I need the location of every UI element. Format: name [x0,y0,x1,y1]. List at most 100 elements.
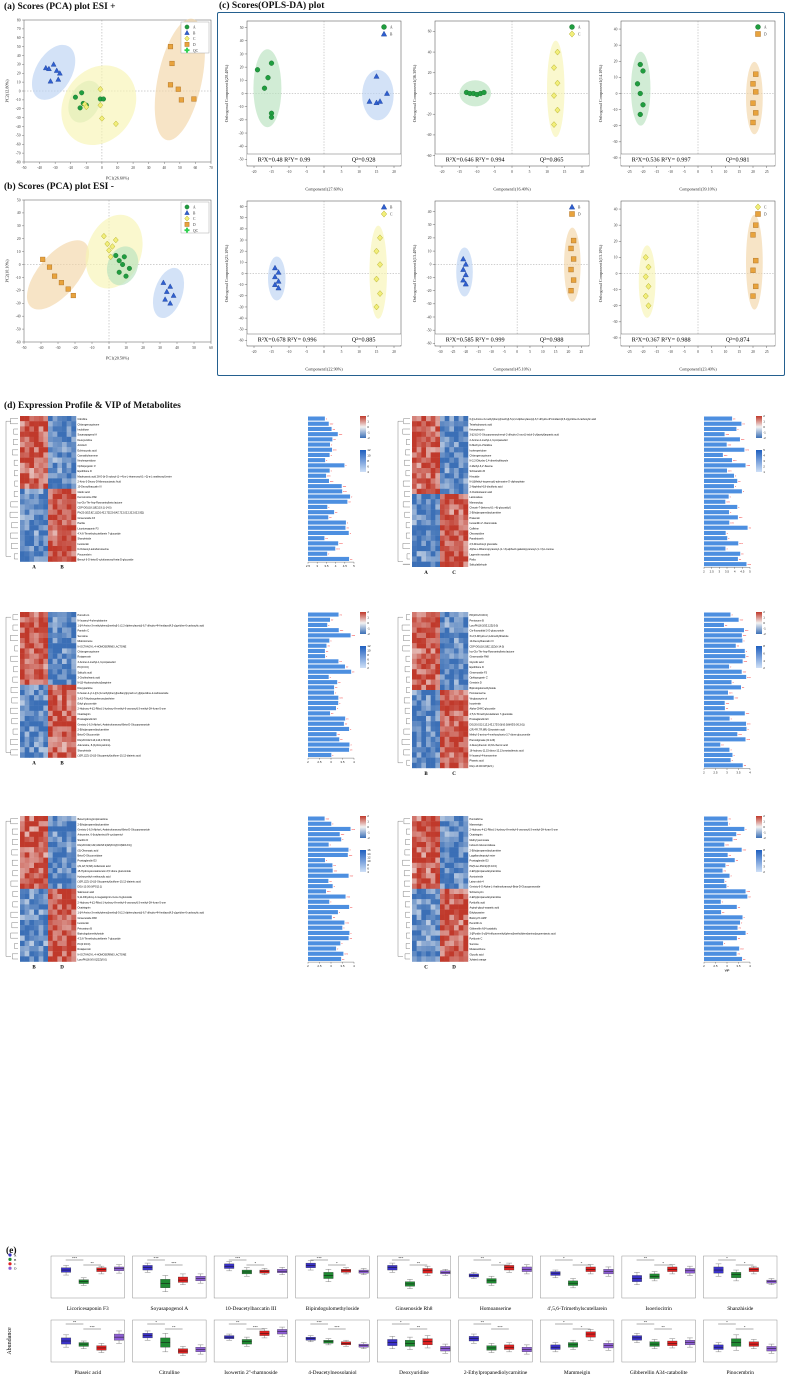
heatmap-cell [48,664,53,670]
heatmap-cell [24,684,30,691]
significance-marker: *** [349,854,353,858]
significance-label: * [563,1320,565,1324]
heatmap-cell [48,535,53,541]
vip-bar [308,504,328,509]
heatmap-cell [440,499,445,505]
heatmap-cell [412,416,417,422]
heatmap-cell [416,431,422,437]
significance-marker: ** [744,764,747,768]
heatmap-cell [43,831,49,837]
metabolite-name: Sterillin D [78,839,89,842]
heatmap-cell [57,742,63,748]
metabolite-name: Xylated orange [470,958,487,961]
heatmap-cell [66,457,72,463]
heatmap-cell [412,684,417,691]
heatmap-cell [449,836,455,843]
heatmap-cell [71,468,77,474]
metabolite-name: Gibberellin A34 catabolic [470,927,498,930]
boxplot-cell: ****** [132,1255,207,1299]
vip-bar [704,674,747,679]
heatmap-cell [38,658,44,665]
heatmap-cell [426,690,431,696]
heatmap-cell [430,457,436,463]
heatmap-cell [416,847,422,853]
cluster-ellipse [26,240,90,310]
x-tick-label: 10 [116,166,120,170]
metabolite-name: N-(((Methyl-isoprenoyl)-adenosine-5'-dip… [470,480,526,483]
heatmap-cell [48,909,53,915]
heatmap-cell [24,816,30,822]
heatmap-cell [57,951,63,957]
heatmap-cell [435,816,441,822]
heatmap-cell [412,705,417,711]
heatmap-cell [48,494,53,500]
heatmap-cell [62,914,67,921]
heatmap-cell [57,632,63,639]
heatmap-cell [444,664,450,670]
heatmap-cell [421,473,427,479]
heatmap-cell [71,904,77,910]
heatmap-cell [458,525,464,531]
heatmap-cell [57,556,63,562]
metabolite-name: PR(18:1/0:0/0:0) [470,614,489,617]
heatmap-cell [71,452,77,458]
heatmap-cell [412,612,417,618]
heatmap-cell [458,690,464,696]
heatmap-cell [38,935,44,941]
heatmap-cell [20,648,25,654]
heatmap-cell [463,462,469,469]
heatmap-cell [454,946,459,952]
vip-bar [704,648,745,653]
legend-marker-B [380,203,388,210]
metabolite-name: Bipindogulomethyloside [78,932,105,935]
heatmap-cell [463,551,469,557]
heatmap-cell [449,940,455,947]
heatmap-cell [444,442,450,448]
heatmap-cell [449,762,455,769]
heatmap-cell [463,520,469,526]
heatmap-cell [412,520,417,526]
vip-scale-tick: 1 [763,470,765,474]
heatmap-cell [71,617,77,623]
heatmap-cell [34,946,39,952]
significance-marker: *** [340,629,344,633]
heatmap-cell [52,442,58,448]
y-tick-label: -60 [427,342,432,346]
heatmap-cell [435,483,441,489]
heatmap-cell [416,638,422,644]
vip-axis-tick: 3.5 [736,771,741,775]
heatmap-cell [463,664,469,670]
vip-bar [704,442,727,447]
heatmap-cell [66,426,72,432]
vip-bar [704,858,735,863]
heatmap-cell [421,436,427,443]
heatmap-cell [48,551,53,557]
vip-bar [704,889,746,894]
heatmap-cell [458,731,464,737]
heatmap-cell [24,873,30,879]
heatmap-cell [34,447,39,453]
heatmap-cell [416,951,422,957]
heatmap-cell [454,468,459,474]
heatmap-cell [20,878,25,884]
significance-marker: *** [343,490,347,494]
data-point-B [460,266,467,272]
heatmap-cell [435,431,441,437]
heatmap-cell [43,674,49,680]
heatmap-cell [444,862,450,869]
vip-bar [308,889,327,894]
vip-bar [308,821,332,826]
metabolite-name: 2-Ethylpropanedioylcarnitine [78,823,110,826]
heatmap-cell [449,421,455,427]
heatmap-cell [435,546,441,552]
heatmap-cell [440,700,445,706]
heatmap-cell [66,431,72,437]
heatmap-cell [440,551,445,557]
heatmap-cell [463,831,469,837]
heatmap-cell [24,705,30,711]
vip-bar [308,894,346,899]
heatmap-cell [66,447,72,453]
heatmap-cell [57,540,63,547]
legend-label-C: C [390,213,393,217]
heatmap-cell [66,695,72,701]
